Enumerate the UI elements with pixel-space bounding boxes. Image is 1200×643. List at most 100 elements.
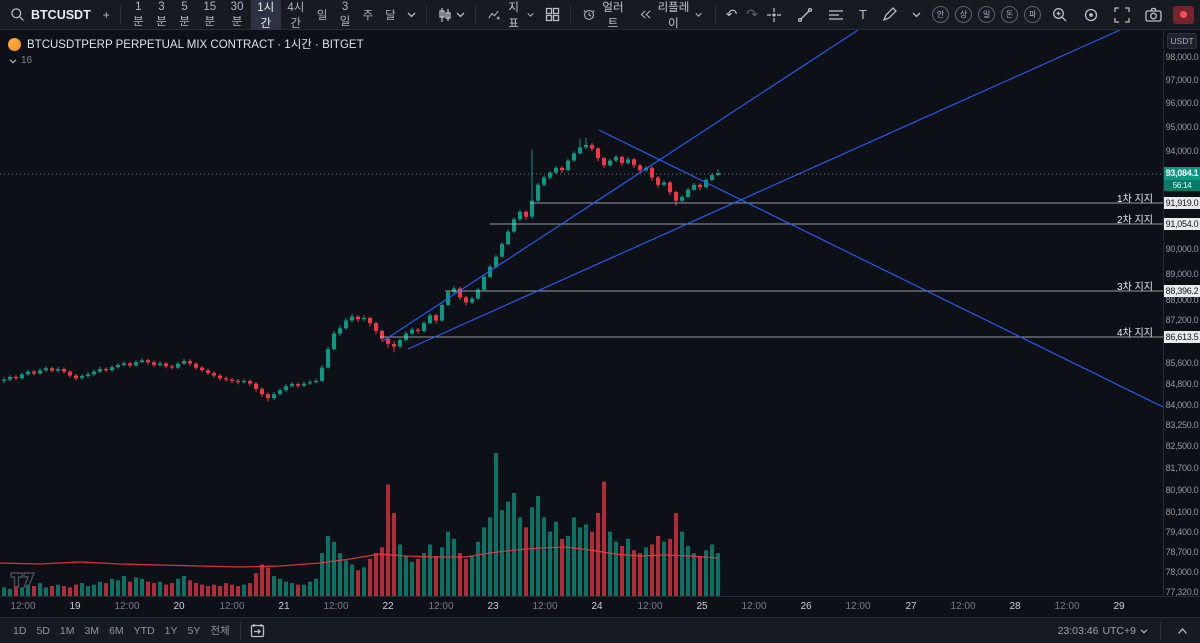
range-button-3M[interactable]: 3M: [79, 623, 104, 639]
alert-label: 얼러트: [602, 1, 624, 30]
range-button-6M[interactable]: 6M: [104, 623, 129, 639]
interval-button-1분[interactable]: 1분: [127, 0, 150, 32]
chevron-down-icon: [695, 12, 703, 17]
bottom-toolbar: 1D 5D 1M 3M 6M YTD 1Y 5Y 전체 23:03:46 UTC+9: [0, 617, 1200, 643]
time-tick: 12:00: [10, 601, 36, 612]
range-button-1D[interactable]: 1D: [8, 623, 31, 639]
zoom-in-icon: [1053, 7, 1067, 21]
time-tick: 12:00: [741, 601, 767, 612]
interval-button-3일[interactable]: 3일: [333, 0, 356, 32]
interval-button-1시간[interactable]: 1시간: [250, 0, 281, 34]
support-price-label-1: 91,919.0: [1164, 197, 1200, 209]
compare-add-button[interactable]: +: [99, 5, 114, 25]
chart-legend[interactable]: BTCUSDTPERP PERPETUAL MIX CONTRACT · 1시간…: [8, 36, 364, 52]
redo-button[interactable]: ↷: [742, 3, 762, 26]
interval-button-달[interactable]: 달: [379, 4, 402, 26]
chart-type-button[interactable]: [433, 4, 469, 26]
chart-area[interactable]: BTCUSDTPERP PERPETUAL MIX CONTRACT · 1시간…: [0, 30, 1163, 596]
fullscreen-button[interactable]: [1110, 4, 1134, 26]
interval-dropdown-button[interactable]: [403, 8, 420, 21]
time-tick: 12:00: [845, 601, 871, 612]
clock-button[interactable]: 23:03:46 UTC+9: [1058, 625, 1148, 637]
time-tick: 12:00: [114, 601, 140, 612]
interval-button-주[interactable]: 주: [357, 4, 380, 26]
price-chart[interactable]: [0, 30, 1163, 596]
circle-badge-icon-5[interactable]: 파: [1024, 6, 1041, 23]
interval-button-3분[interactable]: 3분: [150, 0, 173, 32]
interval-button-5분[interactable]: 5분: [173, 0, 196, 32]
price-tick: 97,000.0: [1165, 75, 1199, 85]
grid-layout-icon: [545, 7, 560, 22]
chevron-down-icon: [1140, 628, 1148, 634]
time-axis[interactable]: 12:00 19 12:00 20 12:00 21 12:00 22 12:00 23 12:00…: [0, 596, 1200, 617]
target-scroll-button[interactable]: [1079, 4, 1103, 26]
chevron-up-icon: [1178, 627, 1187, 634]
symbol-search-button[interactable]: BTCUSDT: [6, 4, 98, 25]
alarm-clock-icon: [583, 9, 595, 20]
trendline-tool-button[interactable]: [793, 4, 817, 26]
crosshair-tool-button[interactable]: [762, 4, 786, 26]
toolbar-separator: [425, 5, 427, 24]
time-tick: 12:00: [219, 601, 245, 612]
horizontal-lines-tool-button[interactable]: [824, 5, 848, 25]
target-icon: [1084, 8, 1098, 21]
brush-tool-button[interactable]: [878, 4, 901, 25]
undo-button[interactable]: ↶: [722, 3, 742, 26]
price-axis[interactable]: USDT 98,000.0 97,000.0 96,000.0 95,000.0 94,…: [1163, 30, 1200, 597]
time-tick: 22: [382, 601, 394, 612]
range-button-YTD[interactable]: YTD: [129, 623, 160, 639]
circle-badge-icon-3[interactable]: 일: [978, 6, 995, 23]
bar-countdown: 56:14: [1164, 180, 1200, 191]
range-button-5Y[interactable]: 5Y: [183, 623, 206, 639]
layout-grid-button[interactable]: [541, 4, 564, 25]
support-label-1: 1차 지지: [1117, 194, 1153, 205]
price-tick: 78,700.0: [1165, 547, 1199, 557]
support-lines-layer[interactable]: [380, 202, 1163, 338]
toolbar-separator: [474, 5, 476, 24]
indicators-button[interactable]: 지표: [482, 0, 540, 34]
toolbar-separator: [239, 621, 241, 640]
price-tick: 83,250.0: [1165, 420, 1199, 430]
interval-button-15분[interactable]: 15분: [196, 0, 223, 32]
candles-layer: [2, 137, 720, 402]
indicator-group-collapsed[interactable]: 16: [9, 55, 32, 66]
alert-button[interactable]: 얼러트: [577, 0, 632, 34]
axis-unit-button[interactable]: USDT: [1167, 33, 1197, 49]
interval-button-일[interactable]: 일: [311, 4, 334, 26]
toolbar-separator: [714, 5, 716, 24]
volume-ma-line: [0, 546, 719, 568]
text-tool-button[interactable]: T: [855, 4, 871, 25]
snapshot-button[interactable]: [1141, 4, 1166, 25]
price-tick: 77,320.0: [1165, 587, 1199, 597]
undo-icon: ↶: [725, 6, 738, 22]
tools-dropdown-button[interactable]: [908, 8, 925, 21]
symbol-label: BTCUSDT: [31, 7, 91, 22]
record-button[interactable]: [1173, 5, 1194, 24]
redo-icon: ↷: [746, 6, 759, 22]
clock-time: 23:03:46: [1057, 624, 1099, 637]
range-button-전체[interactable]: 전체: [205, 621, 234, 640]
expand-panel-button[interactable]: [1173, 624, 1192, 638]
trend-lines-layer[interactable]: [382, 30, 1163, 408]
price-tick: 94,000.0: [1165, 146, 1199, 156]
interval-button-30분[interactable]: 30분: [223, 0, 250, 32]
price-tick: 81,700.0: [1165, 463, 1199, 473]
range-button-1Y[interactable]: 1Y: [160, 623, 183, 639]
replay-button[interactable]: 리플레이: [633, 0, 709, 34]
time-tick: 20: [173, 601, 185, 612]
clock-timezone: UTC+9: [1102, 624, 1136, 637]
goto-date-button[interactable]: [246, 620, 269, 641]
price-tick: 89,000.0: [1165, 269, 1199, 279]
range-button-5D[interactable]: 5D: [31, 623, 54, 639]
tradingview-logo[interactable]: [10, 572, 36, 590]
range-button-1M[interactable]: 1M: [55, 623, 80, 639]
circle-badge-icon-2[interactable]: 상: [955, 6, 972, 23]
time-tick: 25: [696, 601, 708, 612]
circle-badge-icon-1[interactable]: 안: [932, 6, 949, 23]
chart-main-row: BTCUSDTPERP PERPETUAL MIX CONTRACT · 1시간…: [0, 30, 1200, 597]
interval-button-4시간[interactable]: 4시간: [281, 0, 311, 34]
time-tick: 24: [591, 601, 603, 612]
zoom-in-button[interactable]: [1048, 4, 1072, 26]
circle-badge-icon-4[interactable]: 돈: [1001, 6, 1018, 23]
